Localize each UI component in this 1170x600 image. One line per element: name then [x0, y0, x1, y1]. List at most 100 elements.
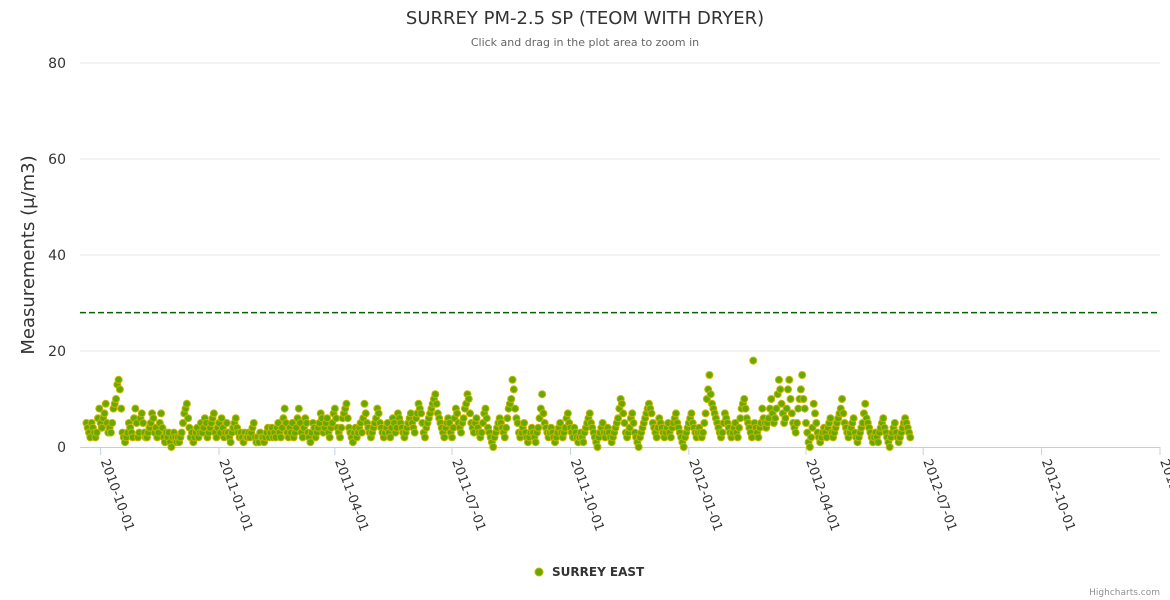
data-point[interactable] — [799, 395, 808, 403]
data-point[interactable] — [157, 409, 166, 418]
data-point[interactable] — [453, 409, 462, 418]
data-point[interactable] — [100, 409, 109, 418]
data-point[interactable] — [337, 423, 346, 432]
data-point[interactable] — [432, 399, 441, 408]
data-point[interactable] — [861, 399, 870, 408]
data-point[interactable] — [885, 443, 894, 451]
data-point[interactable] — [217, 414, 226, 423]
data-point[interactable] — [629, 419, 638, 427]
data-point[interactable] — [417, 409, 426, 418]
data-point[interactable] — [538, 390, 547, 399]
data-point[interactable] — [774, 375, 783, 384]
data-point[interactable] — [149, 414, 158, 423]
data-point[interactable] — [503, 414, 512, 423]
data-point[interactable] — [95, 404, 104, 413]
data-point[interactable] — [647, 409, 656, 418]
data-point[interactable] — [342, 399, 351, 408]
data-point[interactable] — [139, 419, 148, 427]
data-point[interactable] — [772, 404, 781, 413]
data-point[interactable] — [466, 409, 475, 418]
data-point[interactable] — [280, 404, 289, 413]
data-point[interactable] — [614, 414, 623, 423]
data-point[interactable] — [628, 409, 637, 418]
data-point[interactable] — [440, 433, 449, 442]
data-point[interactable] — [741, 404, 750, 413]
data-point[interactable] — [114, 375, 123, 384]
data-point[interactable] — [556, 419, 565, 427]
data-point[interactable] — [336, 433, 345, 442]
data-point[interactable] — [472, 414, 481, 423]
data-point[interactable] — [343, 414, 352, 423]
data-point[interactable] — [879, 414, 888, 423]
data-point[interactable] — [699, 428, 708, 437]
data-point[interactable] — [826, 414, 835, 423]
data-point[interactable] — [767, 395, 776, 403]
data-point[interactable] — [457, 428, 466, 437]
data-point[interactable] — [705, 371, 714, 379]
data-point[interactable] — [101, 399, 110, 408]
data-point[interactable] — [178, 419, 187, 427]
data-point[interactable] — [92, 428, 101, 437]
data-point[interactable] — [687, 409, 696, 418]
data-point[interactable] — [701, 409, 710, 418]
data-point[interactable] — [489, 443, 498, 451]
data-point[interactable] — [222, 419, 231, 427]
data-point[interactable] — [735, 423, 744, 432]
data-point[interactable] — [520, 419, 529, 427]
data-point[interactable] — [740, 395, 749, 403]
data-point[interactable] — [874, 438, 883, 447]
data-point[interactable] — [672, 409, 680, 418]
data-point[interactable] — [785, 375, 794, 384]
data-point[interactable] — [108, 419, 117, 427]
data-point[interactable] — [410, 428, 419, 437]
data-point[interactable] — [117, 404, 126, 413]
data-point[interactable] — [534, 423, 543, 432]
data-point[interactable] — [137, 409, 146, 418]
data-point[interactable] — [464, 395, 473, 403]
data-point[interactable] — [325, 433, 334, 442]
data-point[interactable] — [796, 385, 805, 394]
data-point[interactable] — [131, 404, 140, 413]
data-point[interactable] — [620, 419, 629, 427]
data-point[interactable] — [733, 433, 742, 442]
data-point[interactable] — [777, 399, 786, 408]
data-point[interactable] — [718, 428, 727, 437]
data-point[interactable] — [787, 409, 796, 418]
data-point[interactable] — [177, 428, 186, 437]
data-point[interactable] — [482, 414, 491, 423]
data-point[interactable] — [563, 409, 572, 418]
data-point[interactable] — [700, 419, 709, 427]
data-point[interactable] — [809, 399, 818, 408]
data-point[interactable] — [776, 385, 785, 394]
data-point[interactable] — [807, 433, 816, 442]
data-point[interactable] — [771, 414, 780, 423]
data-point[interactable] — [802, 419, 811, 427]
data-point[interactable] — [360, 399, 369, 408]
data-point[interactable] — [184, 414, 193, 423]
data-point[interactable] — [306, 438, 315, 447]
data-point[interactable] — [593, 443, 602, 451]
data-point[interactable] — [585, 409, 594, 418]
data-point[interactable] — [781, 414, 790, 423]
data-point[interactable] — [508, 375, 517, 384]
data-point[interactable] — [502, 423, 511, 432]
data-point[interactable] — [361, 409, 370, 418]
data-point[interactable] — [838, 395, 847, 403]
data-point[interactable] — [226, 438, 235, 447]
data-point[interactable] — [652, 433, 661, 442]
data-point[interactable] — [800, 404, 809, 413]
data-point[interactable] — [839, 409, 848, 418]
data-points[interactable] — [82, 356, 915, 451]
data-point[interactable] — [706, 390, 715, 399]
data-point[interactable] — [115, 385, 124, 394]
credits-link[interactable]: Highcharts.com — [1089, 588, 1160, 598]
data-point[interactable] — [357, 428, 366, 437]
data-point[interactable] — [249, 419, 258, 427]
data-point[interactable] — [906, 433, 915, 442]
data-point[interactable] — [97, 423, 106, 432]
data-point[interactable] — [112, 395, 121, 403]
data-point[interactable] — [182, 399, 191, 408]
data-point[interactable] — [323, 414, 332, 423]
data-point[interactable] — [330, 404, 339, 413]
